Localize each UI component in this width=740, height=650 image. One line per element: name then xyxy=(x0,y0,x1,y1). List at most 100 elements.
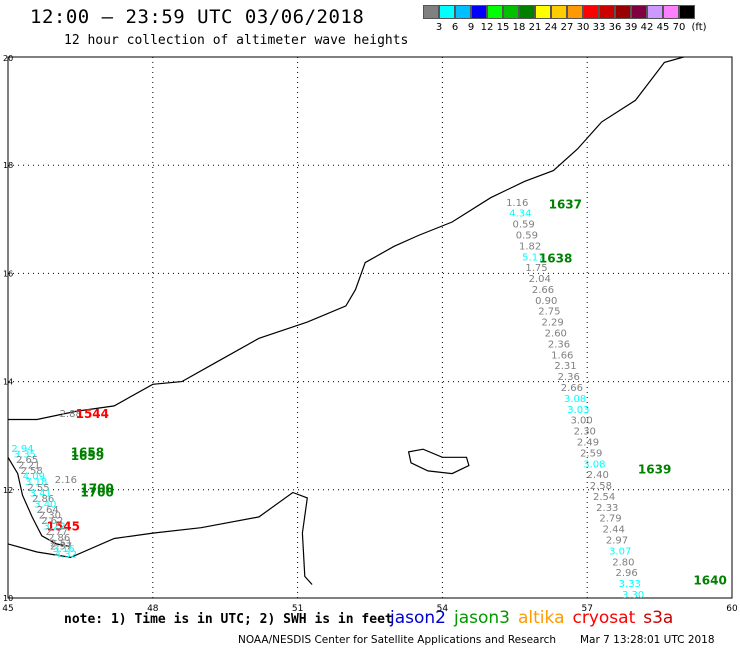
longitude-label: 60 xyxy=(726,604,738,614)
wave-height-value: 2.60 xyxy=(545,329,567,340)
map-subtitle: 12 hour collection of altimeter wave hei… xyxy=(64,33,409,48)
wave-height-value: 2.94 xyxy=(11,444,33,455)
wave-height-value: 2.30 xyxy=(39,511,61,522)
wave-height-value: 0.59 xyxy=(516,231,538,242)
pass-time-label: 1545 xyxy=(47,519,80,533)
pass-time-label: 1658 xyxy=(71,445,104,459)
longitude-label: 45 xyxy=(2,604,13,614)
wave-height-value: 3.18 xyxy=(25,477,47,488)
legend-swatch xyxy=(487,5,503,19)
wave-height-value: 3.40 xyxy=(34,500,56,511)
wave-height-value: 2.58 xyxy=(590,481,612,492)
satellite-name: cryosat xyxy=(572,608,636,628)
latitude-label: 16 xyxy=(3,269,13,278)
legend-swatch xyxy=(535,5,551,19)
legend-swatch xyxy=(599,5,615,19)
wave-height-value: 3.00 xyxy=(570,416,592,427)
wave-height-value: 2.36 xyxy=(548,339,570,350)
wave-height-value: 2.96 xyxy=(615,568,637,579)
wave-height-value: 1.75 xyxy=(525,263,547,274)
legend-label: 39 xyxy=(624,22,638,33)
legend-swatch xyxy=(663,5,679,19)
legend-label: 9 xyxy=(467,22,475,33)
wave-height-value: 2.16 xyxy=(55,475,77,486)
wave-height-value: 2.86 xyxy=(32,494,54,505)
coastline xyxy=(8,56,684,421)
pass-time-label: 1638 xyxy=(539,252,572,266)
units-note: note: 1) Time is in UTC; 2) SWH is in fe… xyxy=(64,612,393,627)
pass-time-label: 1659 xyxy=(71,449,104,463)
wave-height-value: 2.62 xyxy=(41,516,63,527)
wave-height-value: 2.79 xyxy=(599,514,621,525)
legend-label: 30 xyxy=(576,22,590,33)
wave-height-value: 2.55 xyxy=(27,483,49,494)
wave-height-value: 1.16 xyxy=(506,198,528,209)
wave-height-value: 3.30 xyxy=(622,590,644,601)
legend-swatches xyxy=(423,5,695,19)
wave-height-value: 3.07 xyxy=(609,546,631,557)
legend-label: 33 xyxy=(592,22,606,33)
wave-height-value: 2.65 xyxy=(16,455,38,466)
satellite-name: jason3 xyxy=(454,608,510,628)
legend-swatch xyxy=(615,5,631,19)
color-legend: 3 6 9 12 15 18 21 24 27 30 33 36 39 42 45 70 (ft) xyxy=(423,5,707,33)
satellite-legend: jason2 jason3 altika cryosat s3a xyxy=(390,608,681,628)
legend-label: 45 xyxy=(656,22,670,33)
legend-swatch xyxy=(679,5,695,19)
wave-height-value: 2.64 xyxy=(36,505,58,516)
latitude-label: 10 xyxy=(3,594,13,603)
wave-height-value: 2.86 xyxy=(48,533,70,544)
wave-height-value: 3.03 xyxy=(567,405,589,416)
legend-swatch xyxy=(423,5,439,19)
pass-time-label: 1639 xyxy=(638,463,671,477)
wave-height-value: 4.34 xyxy=(509,209,531,220)
socotra-island xyxy=(407,448,470,475)
wave-height-value: 2.97 xyxy=(606,536,628,547)
wave-height-value: 0.90 xyxy=(535,296,557,307)
legend-label: 42 xyxy=(640,22,654,33)
wave-height-value: 1.82 xyxy=(519,241,541,252)
wave-height-value: 3.08 xyxy=(564,394,586,405)
wave-height-value: 2.54 xyxy=(593,492,615,503)
wave-height-value: 1.66 xyxy=(551,350,573,361)
coastline xyxy=(7,491,313,585)
legend-swatch xyxy=(647,5,663,19)
legend-label: 18 xyxy=(512,22,526,33)
legend-swatch xyxy=(455,5,471,19)
satellite-name: altika xyxy=(518,608,565,628)
legend-swatch xyxy=(519,5,535,19)
wave-height-value: 3.16 xyxy=(52,544,74,555)
wave-height-value: 2.75 xyxy=(538,307,560,318)
wave-height-value: 3.35 xyxy=(14,450,36,461)
wave-height-value: 2.29 xyxy=(541,318,563,329)
legend-swatch xyxy=(439,5,455,19)
wave-height-value: 2.40 xyxy=(587,470,609,481)
wave-height-value: 2.51 xyxy=(50,538,72,549)
wave-height-value: 4.32 xyxy=(55,549,77,560)
legend-swatch xyxy=(583,5,599,19)
wave-height-value: 2.04 xyxy=(529,274,551,285)
legend-swatch xyxy=(503,5,519,19)
longitude-label: 57 xyxy=(581,604,592,614)
wave-height-value: 3.41 xyxy=(30,488,52,499)
legend-label: 3 xyxy=(435,22,443,33)
legend-label: 6 xyxy=(451,22,459,33)
legend-swatch xyxy=(631,5,647,19)
wave-height-value: 2.66 xyxy=(561,383,583,394)
longitude-label: 51 xyxy=(292,604,303,614)
wave-height-value: 3.08 xyxy=(583,459,605,470)
wave-height-value: 2.44 xyxy=(603,525,625,536)
legend-label: 24 xyxy=(544,22,558,33)
pass-time-label: 1640 xyxy=(693,574,726,588)
satellite-name: s3a xyxy=(643,608,674,628)
longitude-label: 48 xyxy=(147,604,159,614)
wave-height-value: 2.31 xyxy=(554,361,576,372)
legend-label: 27 xyxy=(560,22,574,33)
wave-height-value: 5.17 xyxy=(522,252,544,263)
pass-time-label: 1700 xyxy=(80,482,113,496)
legend-label: 15 xyxy=(496,22,510,33)
map-title: 12:00 – 23:59 UTC 03/06/2018 xyxy=(30,6,365,28)
wave-height-value: 4.09 xyxy=(23,472,45,483)
satellite-name: jason2 xyxy=(390,608,446,628)
legend-swatch xyxy=(551,5,567,19)
